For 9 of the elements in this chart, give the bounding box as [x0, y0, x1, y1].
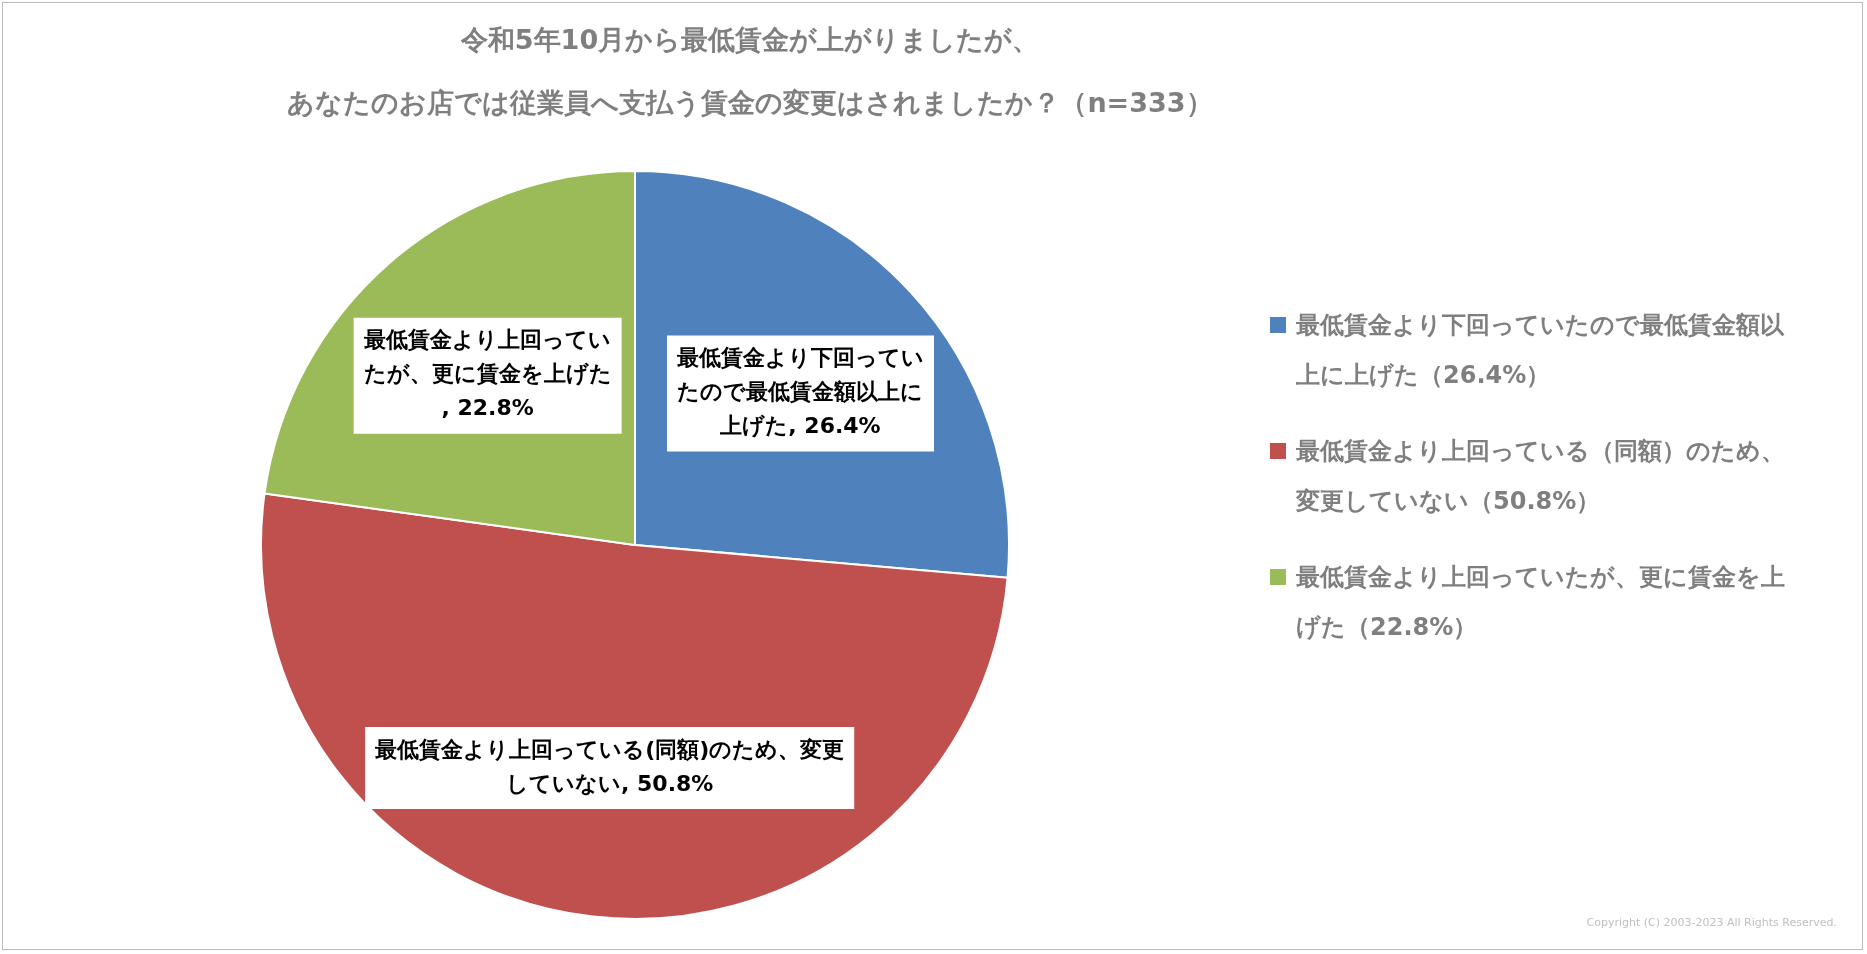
chart-title: 令和5年10月から最低賃金が上がりましたが、 [459, 23, 1041, 57]
text: Copyright (C) 2003-2023 All Rights Reserved. [1586, 916, 1837, 929]
legend-label: 最低賃金より下回っていたので最低賃金額以上に上げた（26.4%） [1296, 310, 1785, 391]
data-label: 最低賃金より下回っていたので最低賃金額以上に上げた, 26.4% [676, 345, 924, 439]
data-label: 最低賃金より上回っている(同額)のため、変更していない, 50.8% [374, 736, 845, 796]
chart-subtitle: あなたのお店では従業員へ支払う賃金の変更はされましたか？（n=333） [286, 86, 1214, 120]
data-label: 最低賃金より上回っていたが、更に賃金を上げた, 22.8% [363, 327, 612, 421]
legend-label: 最低賃金より上回っている（同額）のため、変更していない（50.8%） [1296, 436, 1786, 517]
legend-label: 最低賃金より上回っていたが、更に賃金を上げた（22.8%） [1296, 562, 1786, 643]
